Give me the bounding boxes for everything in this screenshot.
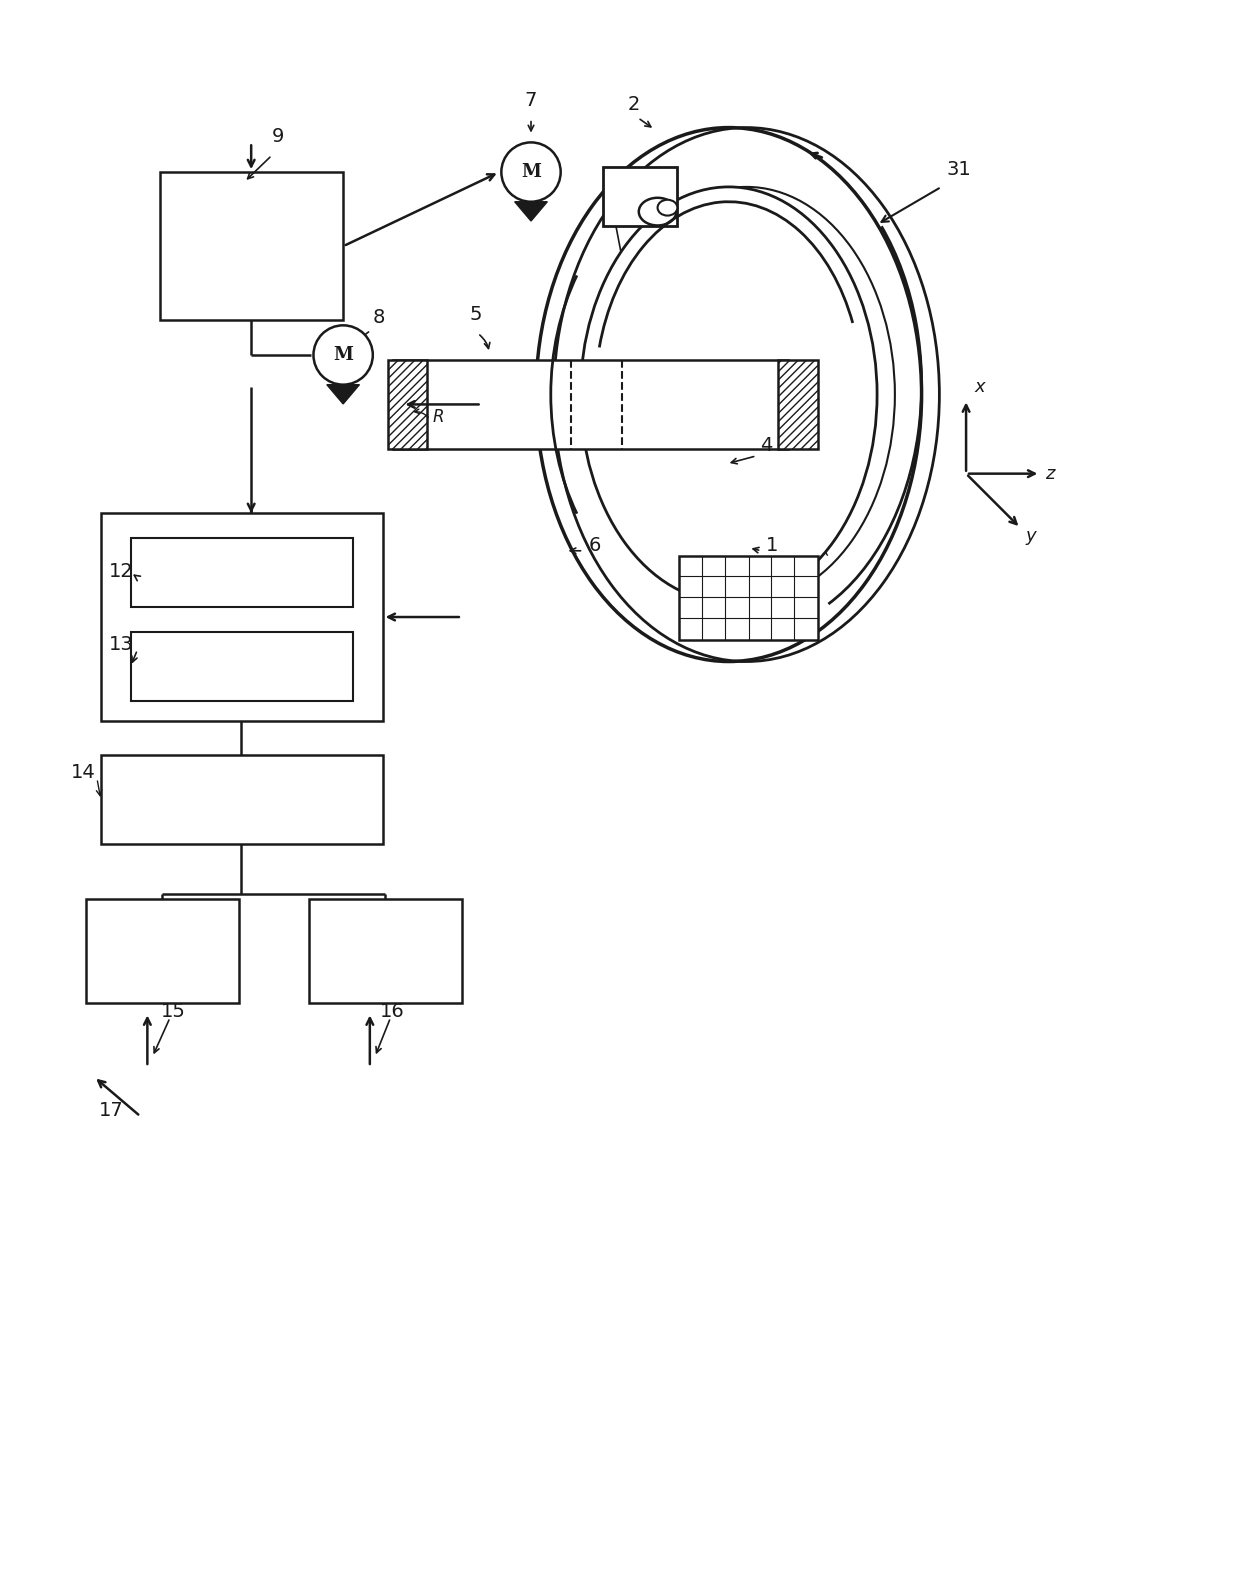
Text: 2: 2 xyxy=(627,96,640,113)
Bar xyxy=(130,538,353,607)
Text: 13: 13 xyxy=(109,635,134,654)
Text: 15: 15 xyxy=(161,1003,186,1022)
Text: 12: 12 xyxy=(109,562,134,581)
Text: 17: 17 xyxy=(99,1102,124,1121)
Text: 16: 16 xyxy=(381,1003,405,1022)
Bar xyxy=(680,556,817,640)
Bar xyxy=(779,360,817,449)
Circle shape xyxy=(501,142,560,202)
Polygon shape xyxy=(327,385,360,404)
Bar xyxy=(130,632,353,700)
Text: 31: 31 xyxy=(946,161,971,178)
Bar xyxy=(388,360,428,449)
Text: M: M xyxy=(334,345,353,365)
Text: M: M xyxy=(521,162,541,181)
Text: 7: 7 xyxy=(525,91,537,110)
Text: 4: 4 xyxy=(760,436,773,455)
Polygon shape xyxy=(515,202,547,221)
Bar xyxy=(100,513,383,721)
Ellipse shape xyxy=(639,197,676,226)
Text: 14: 14 xyxy=(71,763,95,782)
Text: 8: 8 xyxy=(373,309,386,328)
Ellipse shape xyxy=(657,199,677,215)
Bar xyxy=(309,899,461,1003)
Bar xyxy=(603,167,677,226)
Text: z: z xyxy=(1045,465,1055,482)
Text: 5: 5 xyxy=(470,306,482,325)
Text: y: y xyxy=(1025,527,1037,544)
Bar xyxy=(160,172,343,320)
Bar xyxy=(393,360,789,449)
Ellipse shape xyxy=(580,186,877,602)
Circle shape xyxy=(314,325,373,385)
Text: R: R xyxy=(432,408,444,427)
Text: x: x xyxy=(973,377,985,395)
Bar xyxy=(100,756,383,844)
Text: 6: 6 xyxy=(588,537,600,554)
Bar xyxy=(86,899,239,1003)
Text: 1: 1 xyxy=(766,537,779,554)
Text: 9: 9 xyxy=(272,127,284,146)
